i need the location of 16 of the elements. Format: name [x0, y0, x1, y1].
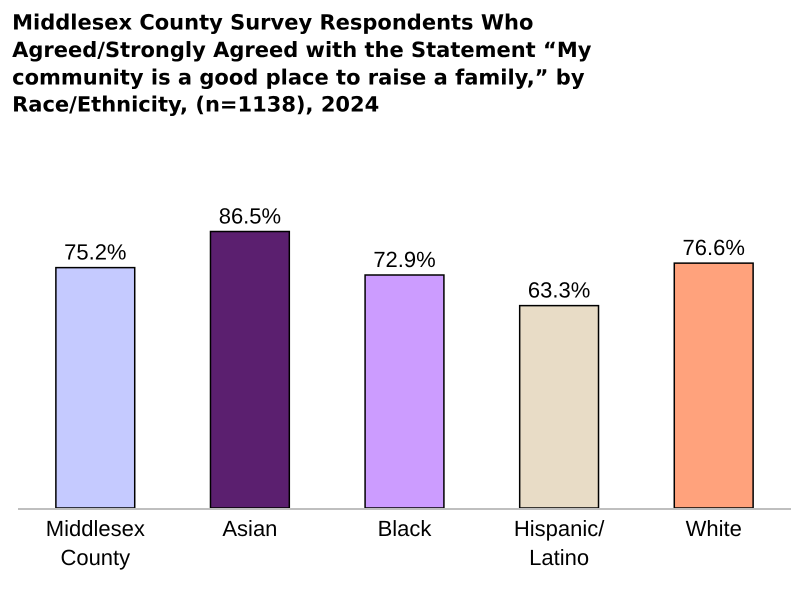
x-tick-label: Middlesex County: [46, 516, 145, 570]
chart-title: Middlesex County Survey Respondents Who Agreed/Strongly Agreed with the Statement “My community is a good place to raise a family,” by Race/Ethnicity, (n=1138), 2024: [12, 10, 592, 117]
bar: [674, 262, 754, 508]
data-label: 76.6%: [682, 235, 745, 260]
x-tick-label: Hispanic/Latino: [514, 516, 606, 570]
x-tick-label: Asian: [222, 516, 278, 542]
x-tick-label: White: [686, 516, 742, 542]
data-label: 86.5%: [218, 203, 282, 228]
x-tick-label: Black: [378, 516, 432, 542]
data-label: 63.3%: [528, 278, 590, 303]
bar: [518, 304, 600, 508]
data-label: 75.2%: [64, 240, 126, 265]
bar: [210, 230, 290, 508]
bar: [55, 266, 136, 508]
bar: [364, 274, 445, 508]
data-label: 72.9%: [373, 246, 436, 272]
